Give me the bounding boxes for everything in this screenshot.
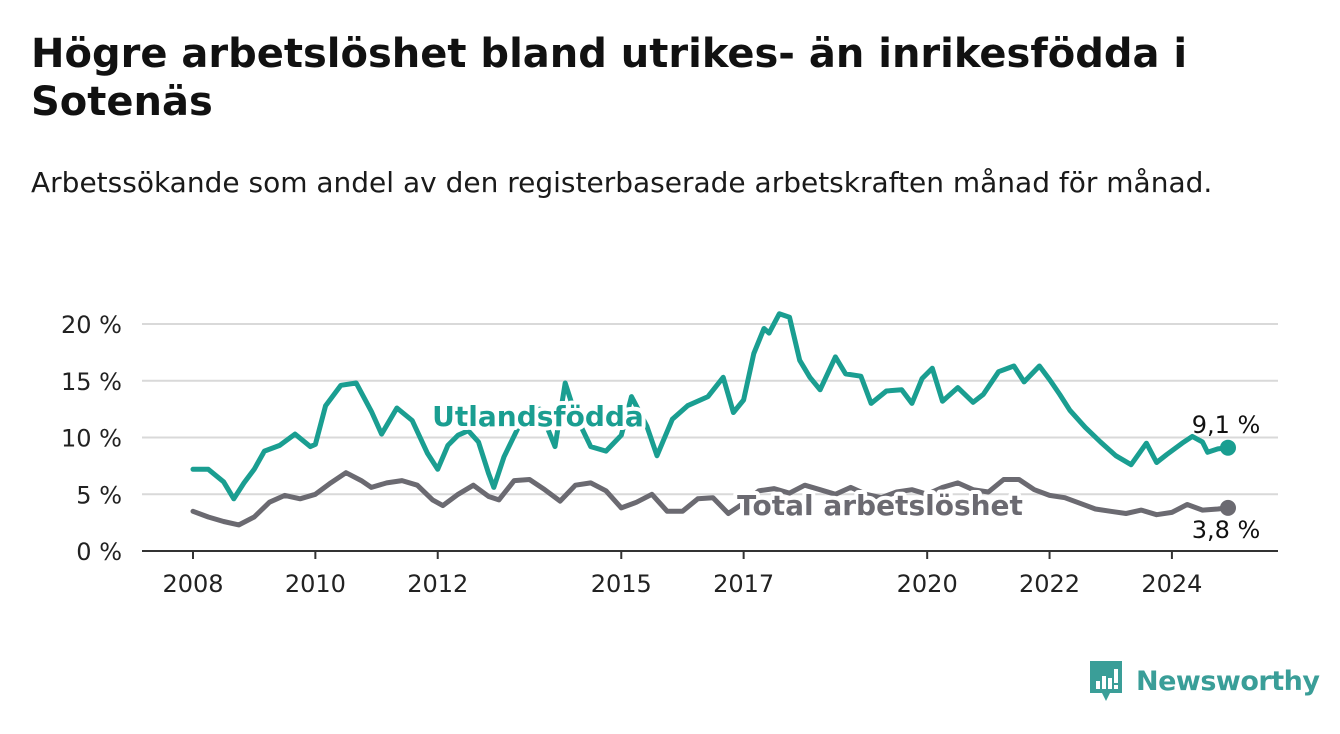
x-tick-label: 2017 [713,570,774,598]
x-axis-tick-labels: 2008 2010 2012 2015 2017 2020 2022 2024 [162,551,1202,598]
y-tick-label: 0 % [76,538,122,566]
x-tick-label: 2024 [1141,570,1202,598]
y-tick-label: 15 % [61,368,122,396]
newsworthy-logo: Newsworthy [1088,658,1320,704]
brand-name: Newsworthy [1136,665,1320,697]
end-value-label-total-arbetsloshet: 3,8 % [1192,516,1261,544]
x-tick-label: 2020 [897,570,958,598]
newsworthy-logo-icon [1090,661,1122,701]
end-value-label-utlandsfodda: 9,1 % [1192,411,1261,439]
series-endpoint-total-arbetsloshet [1220,499,1236,516]
y-tick-label: 5 % [76,481,122,509]
x-tick-label: 2022 [1019,570,1080,598]
gridlines [142,323,1278,552]
series-name-utlandsfodda-halo: Utlandsfödda [432,400,644,433]
x-tick-label: 2015 [591,570,652,598]
chart-subtitle: Arbetssökande som andel av den registerb… [31,166,1213,199]
series-line-utlandsfodda [190,311,1231,502]
chart-title: Högre arbetslöshet bland utrikes- än inr… [31,31,1188,125]
series-name-total-arbetsloshet-text: Total arbetslöshet [737,489,1023,522]
series-name-utlandsfodda-text: Utlandsfödda [432,400,644,433]
series-lines [190,311,1236,528]
x-tick-label: 2012 [407,570,468,598]
series-endpoint-utlandsfodda [1220,439,1236,456]
x-tick-label: 2010 [285,570,346,598]
series-name-total-arbetsloshet-halo: Total arbetslöshet [737,489,1023,522]
series-line-total-arbetsloshet [190,470,1231,528]
x-tick-label: 2008 [162,570,223,598]
y-axis-tick-labels: 0 % 5 % 10 % 15 % 20 % [61,311,122,566]
y-tick-label: 10 % [61,425,122,453]
y-tick-label: 20 % [61,311,122,339]
